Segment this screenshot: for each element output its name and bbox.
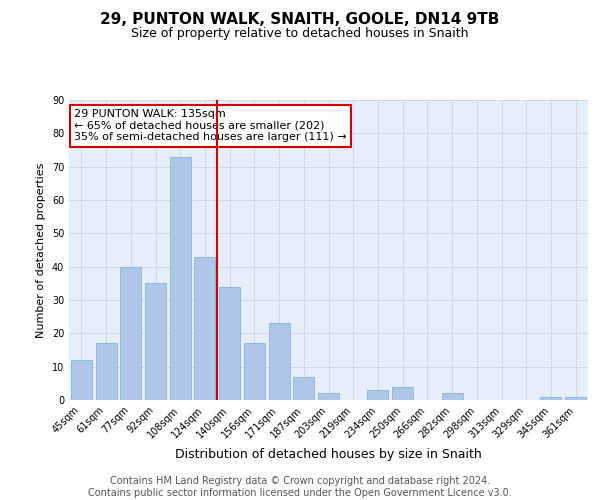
Bar [269,324,290,400]
Bar [71,360,92,400]
Bar [170,156,191,400]
X-axis label: Distribution of detached houses by size in Snaith: Distribution of detached houses by size … [175,448,482,461]
Y-axis label: Number of detached properties: Number of detached properties [36,162,46,338]
Bar [120,266,141,400]
Text: Contains HM Land Registry data © Crown copyright and database right 2024.
Contai: Contains HM Land Registry data © Crown c… [88,476,512,498]
Bar [145,284,166,400]
Bar [442,394,463,400]
Bar [194,256,215,400]
Bar [219,286,240,400]
Bar [318,394,339,400]
Bar [565,396,586,400]
Bar [244,344,265,400]
Bar [367,390,388,400]
Text: 29, PUNTON WALK, SNAITH, GOOLE, DN14 9TB: 29, PUNTON WALK, SNAITH, GOOLE, DN14 9TB [100,12,500,28]
Bar [293,376,314,400]
Text: 29 PUNTON WALK: 135sqm
← 65% of detached houses are smaller (202)
35% of semi-de: 29 PUNTON WALK: 135sqm ← 65% of detached… [74,109,347,142]
Bar [541,396,562,400]
Bar [392,386,413,400]
Text: Size of property relative to detached houses in Snaith: Size of property relative to detached ho… [131,28,469,40]
Bar [95,344,116,400]
